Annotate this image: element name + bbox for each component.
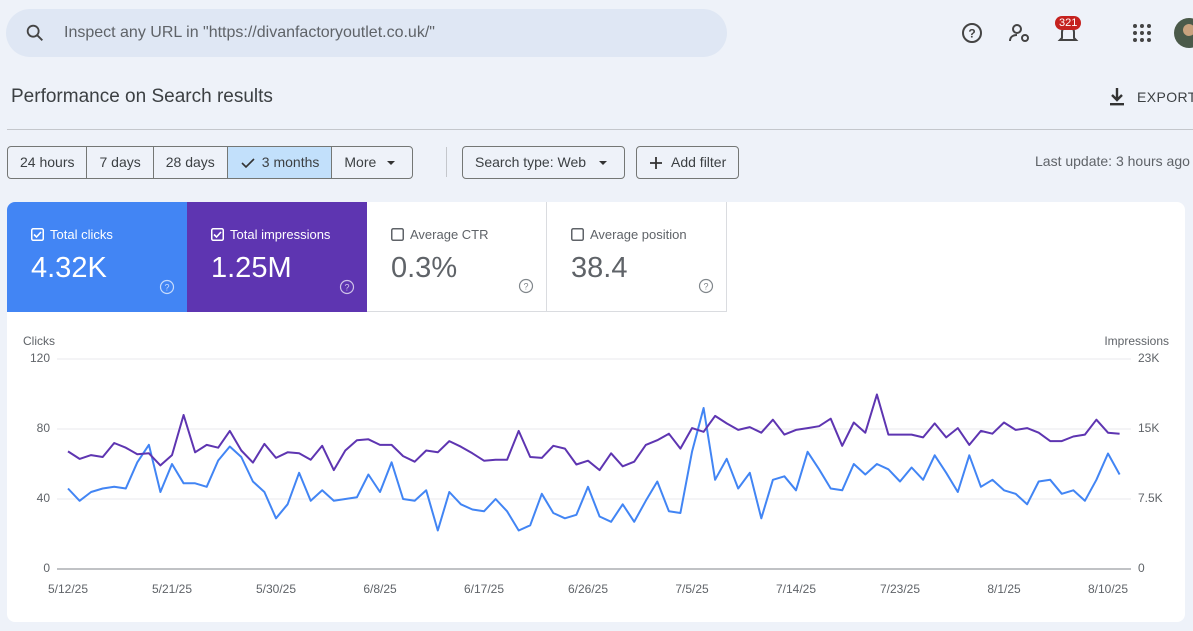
svg-text:?: ?: [523, 282, 528, 292]
divider: [7, 129, 1193, 130]
checkbox[interactable]: [571, 228, 584, 241]
search-placeholder: Inspect any URL in "https://divanfactory…: [64, 24, 435, 41]
page-title: Performance on Search results: [11, 86, 273, 107]
svg-text:?: ?: [703, 282, 708, 292]
help-glyph: ?: [698, 278, 714, 294]
metric-value: 38.4: [571, 252, 628, 284]
add-filter-button[interactable]: Add filter: [636, 146, 740, 179]
performance-card: Total clicks 4.32K? Total impressions 1.25…: [7, 202, 1185, 622]
help-icon[interactable]: ?: [159, 279, 175, 300]
range-button[interactable]: 24 hours: [8, 147, 88, 178]
export-icon[interactable]: [1107, 86, 1127, 108]
metric-value: 1.25M: [211, 252, 292, 284]
add-filter-label: Add filter: [671, 154, 727, 170]
range-button[interactable]: 7 days: [87, 147, 154, 178]
metric-name: Average position: [590, 227, 687, 242]
metric-label: Total impressions: [211, 227, 330, 242]
separator: [446, 147, 447, 177]
help-glyph: ?: [518, 278, 534, 294]
more-button[interactable]: More: [332, 147, 412, 178]
dropdown-icon: [599, 160, 608, 165]
apps-icon[interactable]: [1131, 22, 1153, 44]
metric-label: Average position: [571, 227, 687, 242]
range-button-selected[interactable]: 3 months: [227, 147, 333, 178]
avatar[interactable]: [1173, 17, 1193, 49]
svg-text:?: ?: [968, 27, 975, 41]
metric-name: Average CTR: [410, 227, 489, 242]
checkbox[interactable]: [211, 228, 224, 241]
metric-label: Average CTR: [391, 227, 489, 242]
url-inspect-search[interactable]: Inspect any URL in "https://divanfactory…: [6, 9, 727, 57]
plus-icon: [650, 156, 662, 169]
svg-text:?: ?: [164, 283, 169, 293]
help-icon[interactable]: ?: [518, 278, 534, 299]
checkbox[interactable]: [31, 228, 44, 241]
export-button[interactable]: EXPORT: [1137, 89, 1193, 105]
search-type-label: Search type: Web: [475, 154, 587, 170]
metric-label: Total clicks: [31, 227, 113, 242]
svg-text:?: ?: [344, 283, 349, 293]
check-icon: [241, 157, 255, 168]
help-glyph: ?: [159, 279, 175, 295]
help-icon[interactable]: ?: [339, 279, 355, 300]
range-label: 3 months: [261, 154, 320, 170]
checkbox[interactable]: [391, 228, 404, 241]
search-icon: [26, 24, 43, 41]
date-range-selector: 24 hours 7 days 28 days 3 months More: [7, 146, 414, 179]
search-type-button[interactable]: Search type: Web: [462, 146, 626, 179]
notification-badge: 321: [1055, 16, 1082, 30]
users-settings-icon[interactable]: [1008, 21, 1032, 45]
metric-card[interactable]: Average CTR 0.3%?: [367, 202, 547, 312]
metric-name: Total impressions: [230, 227, 331, 242]
metric-name: Total clicks: [50, 227, 113, 242]
help-icon[interactable]: ?: [960, 21, 984, 45]
metric-card[interactable]: Total impressions 1.25M?: [187, 202, 367, 312]
metric-value: 4.32K: [31, 252, 107, 284]
help-glyph: ?: [339, 279, 355, 295]
metric-card[interactable]: Average position 38.4?: [547, 202, 727, 312]
help-icon[interactable]: ?: [698, 278, 714, 299]
metric-card[interactable]: Total clicks 4.32K?: [7, 202, 187, 312]
last-update: Last update: 3 hours ago: [1035, 153, 1190, 169]
range-button[interactable]: 28 days: [154, 147, 228, 178]
dropdown-icon: [387, 160, 396, 165]
metric-value: 0.3%: [391, 252, 458, 284]
more-label: More: [344, 154, 377, 170]
